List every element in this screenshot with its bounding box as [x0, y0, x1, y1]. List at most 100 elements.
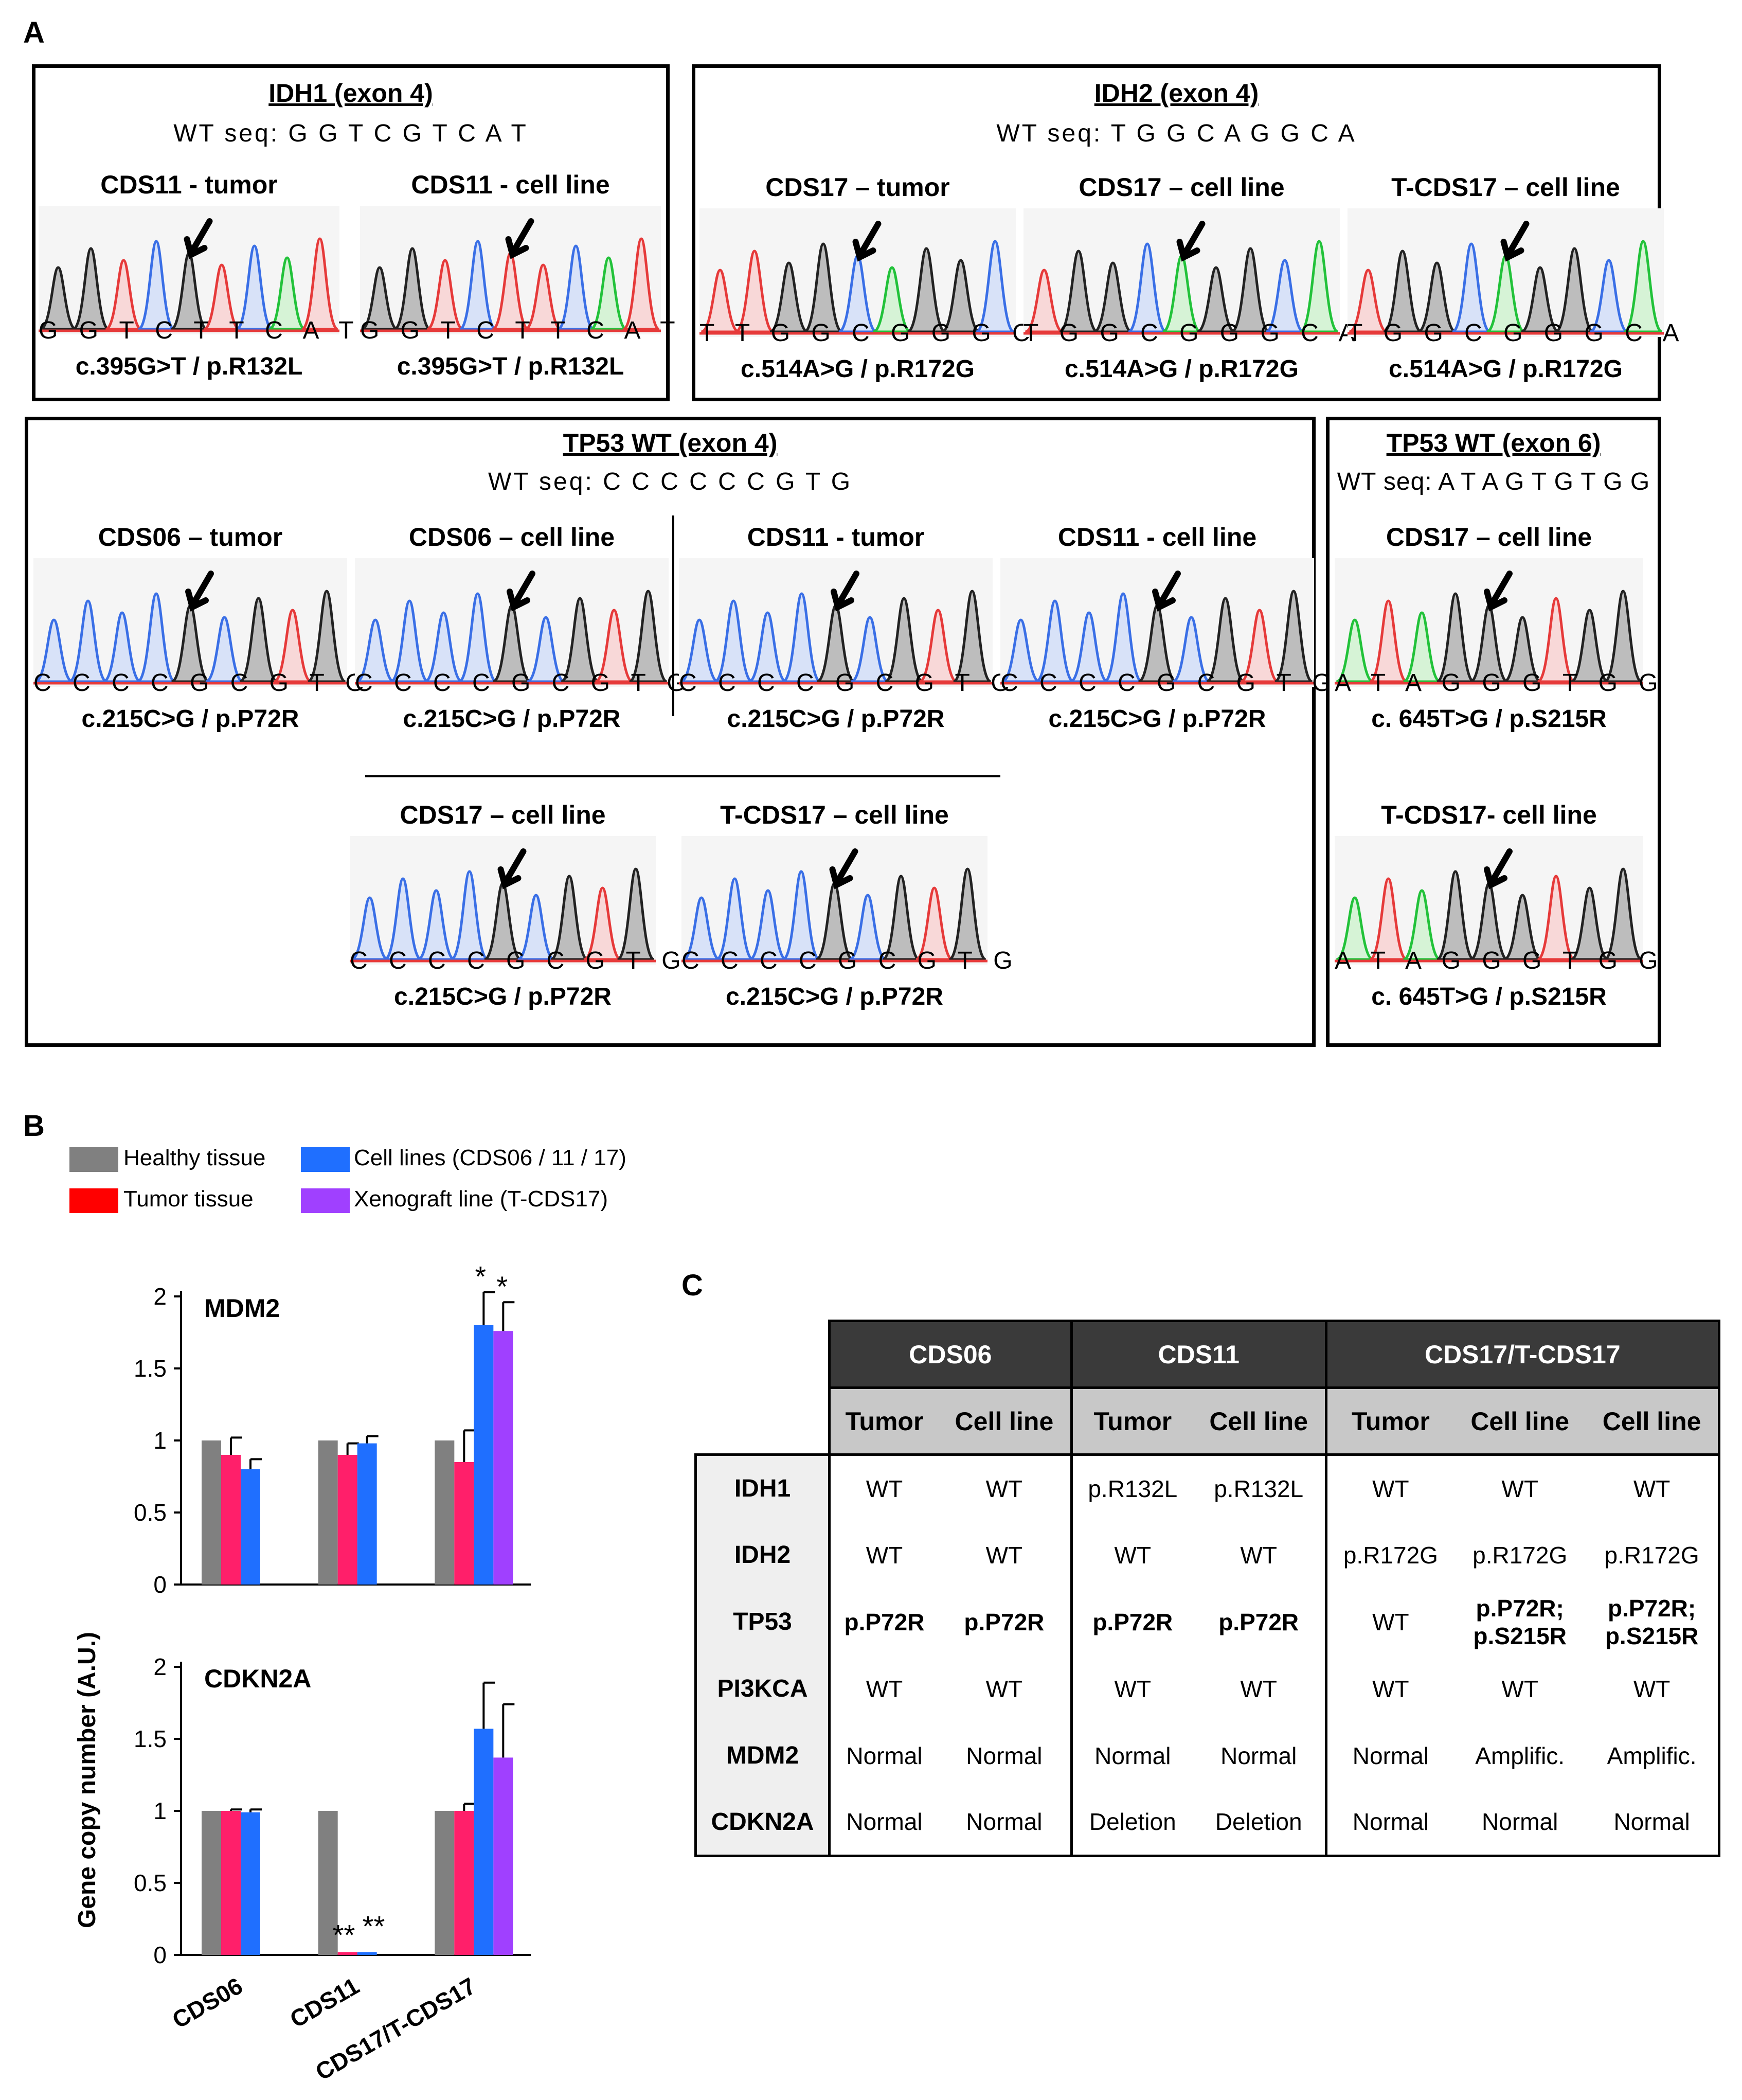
table-subheader: Tumor	[1071, 1386, 1193, 1456]
trace-peak	[550, 875, 588, 961]
trace-peak	[137, 240, 175, 331]
table-cell: Normal	[1352, 1742, 1429, 1769]
table-cell: Normal	[938, 1722, 1073, 1789]
trace-peak	[1274, 590, 1313, 683]
y-axis-label: Gene copy number (A.U.)	[74, 1632, 101, 1928]
trace-peak	[1127, 242, 1167, 333]
trace-peak	[919, 609, 958, 683]
table-cell: WT	[866, 1475, 903, 1502]
tp53-ex4-cds11-tumor-mutation: c.215C>G / p.P72R	[727, 705, 945, 733]
table-cell: WT	[1372, 1608, 1409, 1635]
table-cell: WT	[938, 1521, 1073, 1589]
table-group-cds17: CDS17/T-CDS17	[1324, 1320, 1721, 1389]
significance-star: *	[475, 1260, 486, 1292]
tp53-exon6-box: TP53 WT (exon 6) WT seq: A T A G T G T G…	[1326, 417, 1661, 1047]
trace-peak	[268, 256, 306, 331]
trace-peak	[680, 618, 719, 683]
legend-label-healthy: Healthy tissue	[123, 1145, 266, 1170]
trace-peak	[1336, 618, 1374, 683]
tp53-exon4-wt-seq: WT seq: C C C C C C G T G	[488, 468, 853, 495]
tp53-ex4-cds17-cell-line-chromatogram	[350, 836, 656, 965]
trace-peak	[393, 247, 431, 331]
table-group-cds06: CDS06	[828, 1320, 1073, 1389]
bar	[202, 1440, 221, 1585]
trace-peak	[205, 616, 244, 683]
tp53-ex6-cds17-cell-line-chromatogram	[1335, 558, 1643, 687]
tp53-ex4-cds11-tumor-chromatogram	[679, 558, 993, 687]
tp53-ex4-cds17-cell-line-mutation: c.215C>G / p.P72R	[394, 983, 612, 1010]
trace-peak	[1589, 259, 1628, 333]
trace-peak	[1403, 889, 1441, 961]
tp53-ex4-cds06-tumor-chromatogram	[33, 558, 347, 687]
arrow-icon	[505, 218, 534, 259]
legend-label-xenograft: Xenograft line (T-CDS17)	[354, 1186, 608, 1212]
trace-peak	[907, 247, 946, 333]
trace-peak	[714, 599, 753, 683]
trace-peak	[622, 237, 660, 331]
trace-peak	[1059, 250, 1098, 333]
table-row-gene: CDKN2A	[694, 1789, 831, 1857]
tp53-ex4-cds06-cell-line-chromatogram	[355, 558, 669, 687]
table-cell: p.P72R	[1192, 1588, 1327, 1656]
y-tick-label: 2	[153, 1653, 167, 1680]
trace-peak	[451, 870, 489, 961]
table-cell: p.P72R	[938, 1588, 1073, 1656]
tp53-ex4-t-cds17-cell-line-label: T-CDS17 – cell line	[720, 800, 949, 829]
trace-peak	[617, 867, 655, 961]
table-cell: p.P72R	[844, 1608, 925, 1635]
table-cell: Deletion	[1192, 1789, 1327, 1857]
bar	[454, 1811, 474, 1955]
trace-peak	[1369, 877, 1408, 961]
trace-peak	[1555, 247, 1594, 333]
idh2-cds17-cell-line-sequence: T G G C G G G C A	[1023, 319, 1362, 347]
trace-peak	[34, 618, 74, 683]
idh2-title: IDH2 (exon 4)	[1094, 79, 1259, 108]
trace-peak	[583, 886, 622, 961]
trace-peak	[590, 256, 627, 331]
arrow-icon	[185, 571, 214, 612]
tp53-exon6-wt-seq: WT seq: A T A G T G T G G	[1337, 468, 1650, 495]
table-cell: WT	[1372, 1675, 1409, 1702]
arrow-icon	[507, 571, 535, 612]
bar	[474, 1729, 494, 1955]
arrow-icon	[1484, 571, 1513, 612]
trace-peak	[1240, 609, 1279, 683]
trace-peak	[683, 896, 721, 961]
table-cell: p.R172G	[1343, 1541, 1438, 1569]
trace-peak	[782, 592, 821, 683]
trace-peak	[307, 590, 346, 683]
trace-peak	[1570, 886, 1609, 961]
idh2-cds17-tumor-chromatogram	[699, 208, 1016, 337]
y-tick-label: 0	[153, 1571, 167, 1598]
trace-peak	[595, 609, 634, 683]
y-tick-label: 1	[153, 1798, 167, 1824]
idh2-t-cds17-cell-line-sequence: T G G C G G G C A	[1348, 319, 1686, 347]
table-cell: Normal	[1326, 1789, 1454, 1857]
bar	[357, 1952, 377, 1955]
trace-peak	[1265, 259, 1304, 333]
trace-peak	[417, 889, 455, 961]
table-cell: p.P72R; p.S215R	[1473, 1594, 1567, 1649]
trace-peak	[390, 599, 429, 683]
table-subheader: Tumor	[1326, 1386, 1454, 1456]
legend-swatch-tumor	[69, 1188, 118, 1213]
table-subheader: Tumor	[828, 1386, 939, 1456]
tp53-ex4-cds06-tumor-label: CDS06 – tumor	[98, 523, 283, 551]
separator-horizontal	[365, 775, 1000, 777]
trace-peak	[1336, 896, 1374, 961]
tp53-ex4-cds11-cell-line-label: CDS11 - cell line	[1057, 523, 1257, 551]
table-cell: Normal	[846, 1742, 923, 1769]
table-row-gene: MDM2	[694, 1722, 831, 1789]
trace-peak	[1299, 240, 1339, 333]
trace-peak	[1503, 894, 1542, 961]
trace-peak	[1570, 609, 1609, 683]
trace-peak	[1537, 875, 1575, 961]
idh1-cds11-cell-line-chromatogram	[360, 206, 661, 334]
trace-peak	[975, 240, 1015, 333]
y-tick-label: 1.5	[134, 1725, 167, 1752]
bar	[241, 1469, 260, 1585]
table-cell: Normal	[1192, 1722, 1327, 1789]
tp53-ex4-cds06-cell-line-label: CDS06 – cell line	[408, 523, 615, 551]
trace-peak	[458, 592, 497, 683]
trace-peak	[525, 263, 562, 331]
